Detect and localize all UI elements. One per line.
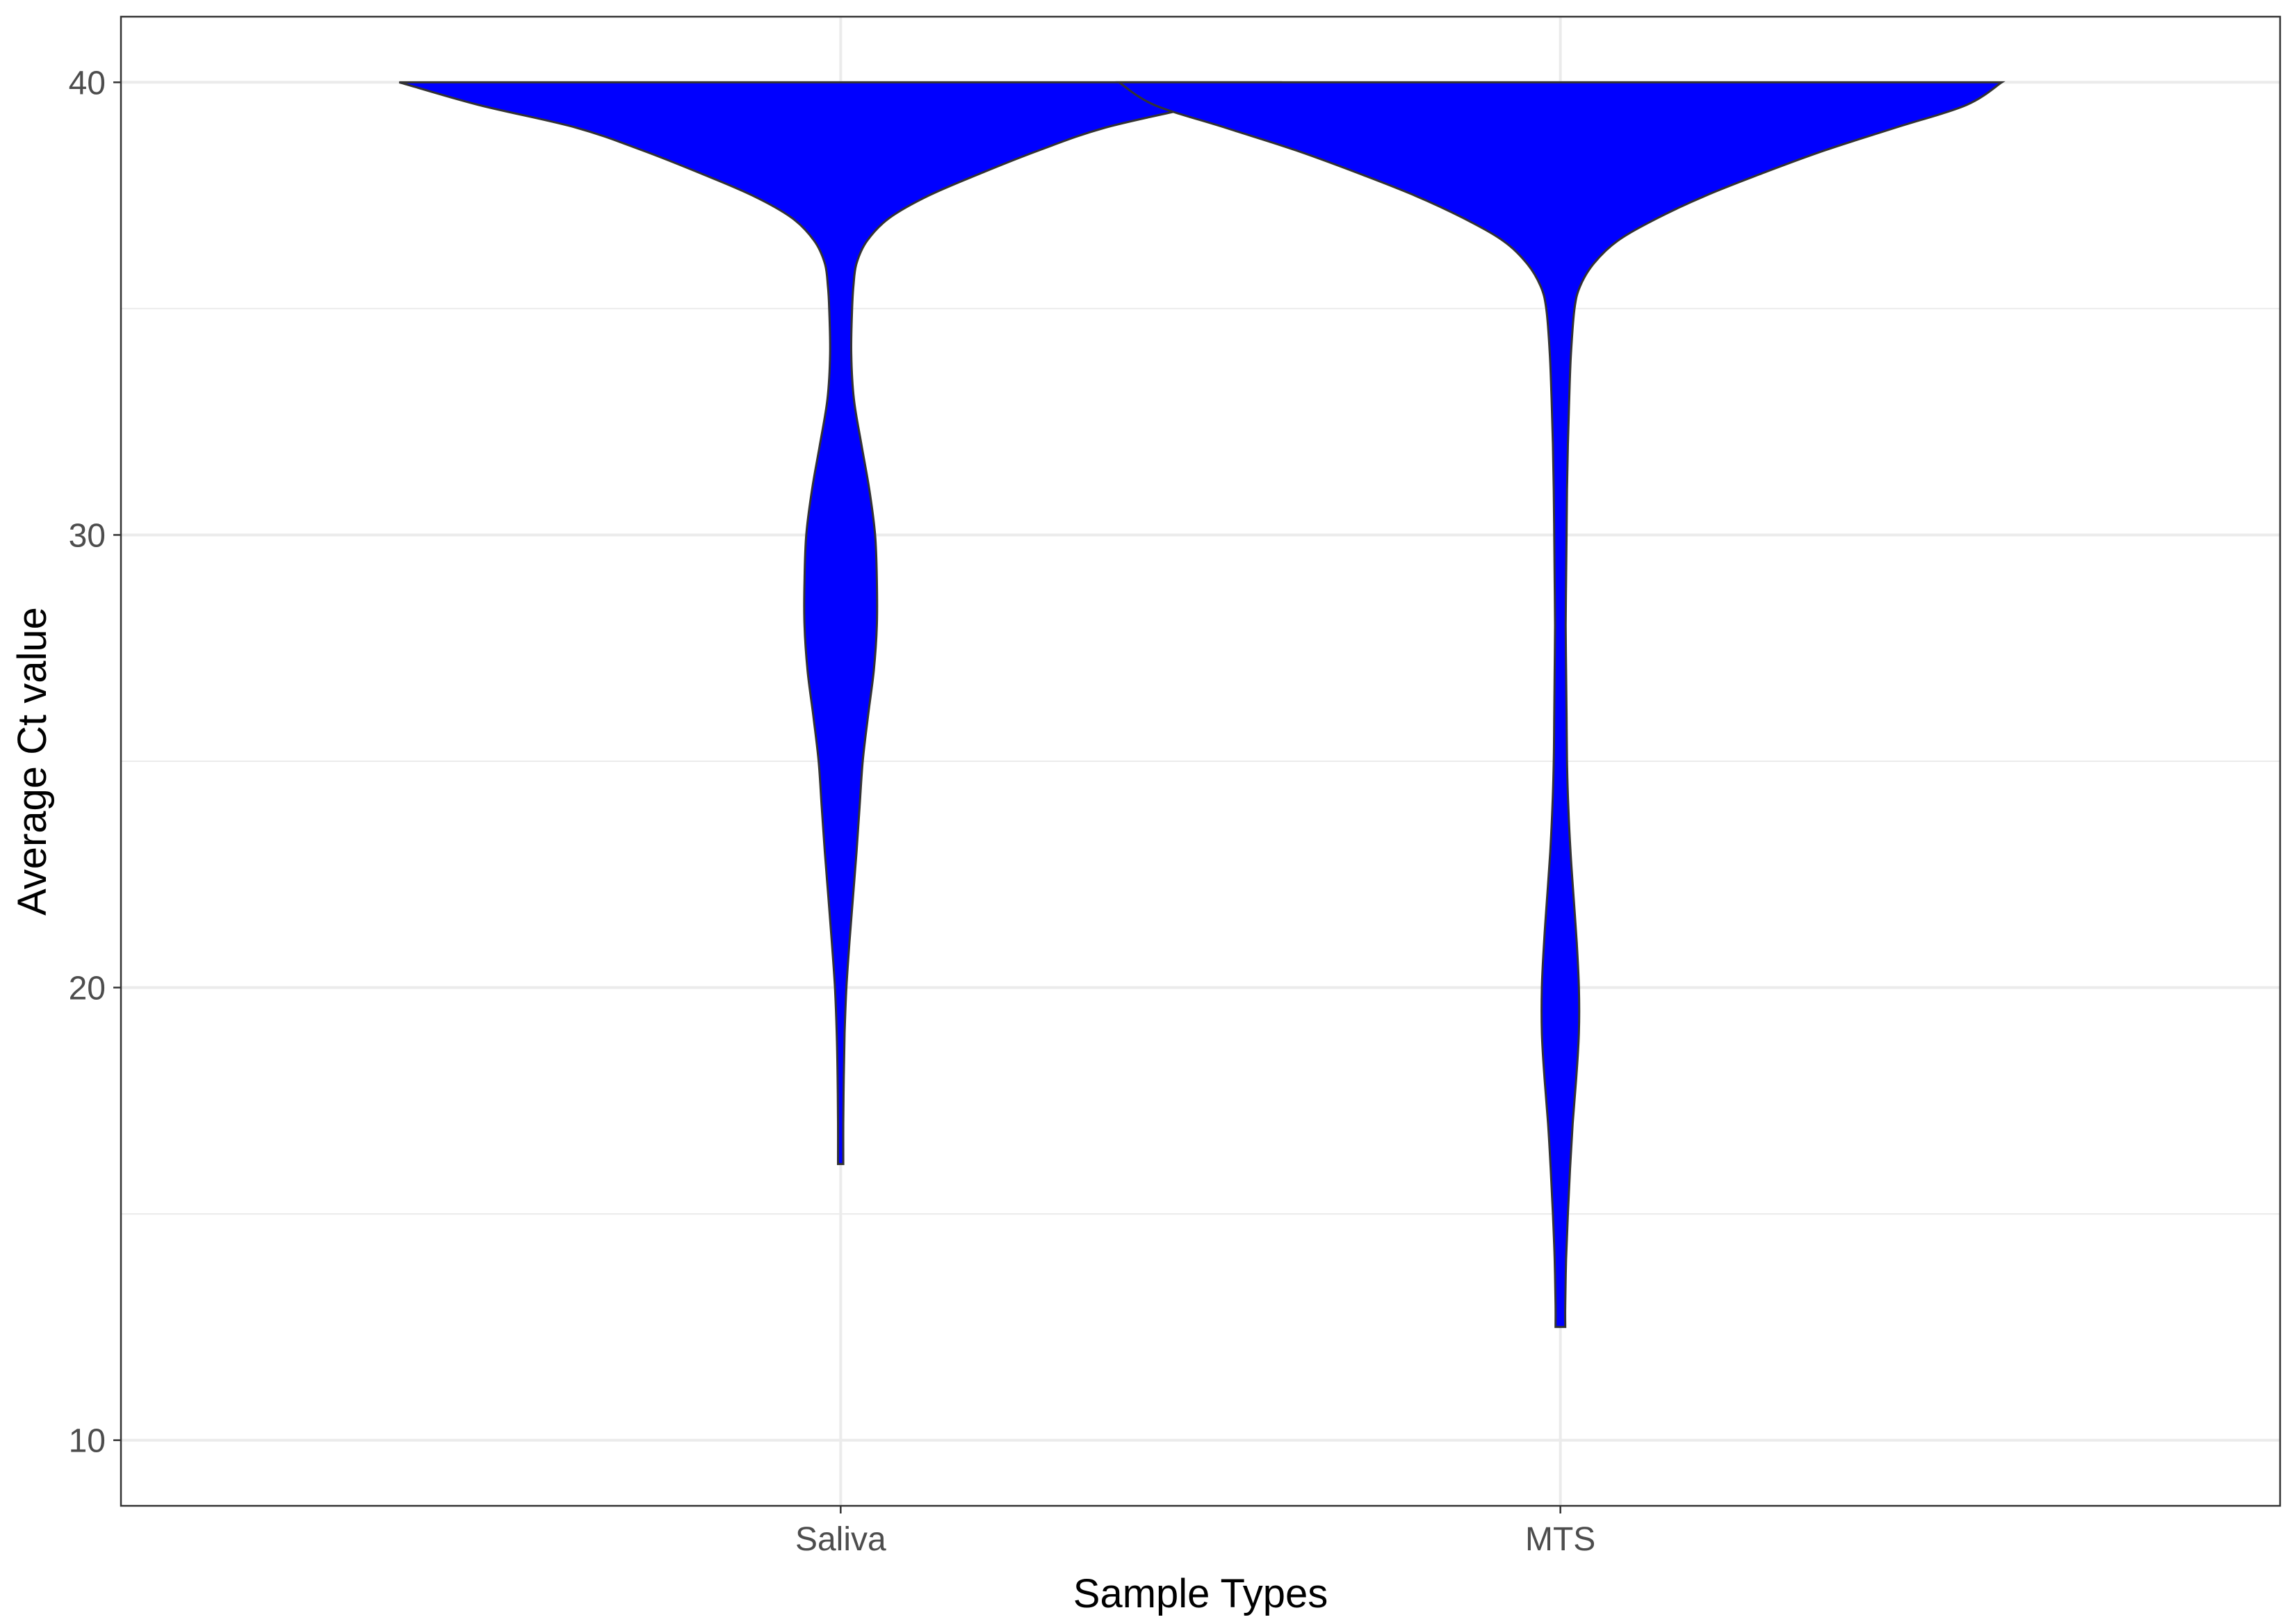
y-axis-ticks: 10 20 30 40 <box>69 65 121 1460</box>
y-tick-label: 40 <box>69 65 106 102</box>
violin-series <box>398 81 2006 1329</box>
y-tick-label: 20 <box>69 971 106 1007</box>
x-axis-ticks: Saliva MTS <box>795 1506 1595 1558</box>
y-tick-label: 10 <box>69 1423 106 1460</box>
y-axis-title: Average Ct value <box>10 607 55 916</box>
violin-mts <box>1115 81 2006 1329</box>
y-tick-label: 30 <box>69 517 106 554</box>
violin-saliva <box>398 81 1283 1165</box>
x-tick-label: MTS <box>1525 1521 1595 1558</box>
x-axis-title: Sample Types <box>1073 1571 1328 1616</box>
minor-gridlines <box>121 307 2280 1215</box>
panel-border <box>120 15 2281 1507</box>
x-tick-label: Saliva <box>795 1521 886 1558</box>
